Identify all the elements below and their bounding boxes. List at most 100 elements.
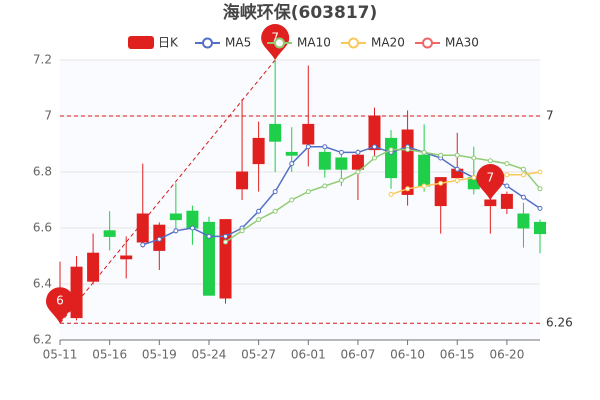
ma-point <box>189 225 195 231</box>
x-tick-label: 06-15 <box>440 348 475 362</box>
y-tick-label: 6.6 <box>33 221 52 235</box>
ma-point <box>355 149 361 155</box>
ma-point <box>537 186 543 192</box>
ma-point <box>388 147 394 153</box>
ma-point <box>272 189 278 195</box>
ma-point <box>454 177 460 183</box>
ma-point <box>289 161 295 167</box>
ma-point <box>272 208 278 214</box>
mark-pin-label: 7 <box>487 171 495 185</box>
candle-body <box>120 255 133 260</box>
mark-line-label: 7 <box>546 109 554 123</box>
y-tick-label: 6.2 <box>33 333 52 347</box>
ma-point <box>223 239 229 245</box>
candle-body <box>87 252 100 282</box>
mark-pin-label: 6 <box>56 294 64 308</box>
candle-body <box>70 266 83 319</box>
ma-point <box>504 183 510 189</box>
candle-body <box>186 210 199 229</box>
y-tick-label: 6.8 <box>33 165 52 179</box>
ma-line <box>390 171 541 196</box>
ma-point <box>371 144 377 150</box>
candle-body <box>269 123 282 142</box>
y-tick-label: 7.2 <box>33 53 52 67</box>
x-tick-label: 05-11 <box>43 348 78 362</box>
mark-pin <box>46 287 74 324</box>
mark-pin-label: 7 <box>271 31 279 45</box>
candle-body <box>351 154 364 170</box>
x-tick-label: 05-16 <box>92 348 127 362</box>
candle-body <box>285 151 298 156</box>
ma-point <box>206 233 212 239</box>
candle-body <box>103 230 116 237</box>
ma-point <box>289 197 295 203</box>
x-tick-label: 06-20 <box>489 348 524 362</box>
ma-point <box>322 183 328 189</box>
ma-point <box>438 152 444 158</box>
candle-body <box>517 213 530 229</box>
legend-icon <box>422 37 433 49</box>
ma-point <box>156 236 162 242</box>
ma-point <box>388 191 394 197</box>
mark-pin <box>476 164 505 200</box>
candle-body <box>368 115 381 151</box>
x-tick-label: 05-24 <box>192 348 227 362</box>
ma-point <box>504 172 510 178</box>
ma-point <box>355 169 361 175</box>
x-tick-label: 05-27 <box>241 348 276 362</box>
legend-label: MA30 <box>445 36 479 50</box>
ma-point <box>454 166 460 172</box>
y-tick-label: 6.4 <box>33 277 52 291</box>
ma-point <box>173 228 179 234</box>
candle-body <box>252 137 265 165</box>
ma-point <box>371 155 377 161</box>
chart-title: 海峡环保(603817) <box>223 2 378 23</box>
ma-point <box>322 144 328 150</box>
candle-body <box>302 123 315 145</box>
legend-icon <box>348 37 359 49</box>
ma-point <box>504 161 510 167</box>
ma-line <box>225 148 541 243</box>
candle-body <box>202 221 215 296</box>
candle-body <box>318 151 331 170</box>
x-tick-label: 06-01 <box>291 348 326 362</box>
y-tick-label: 7 <box>44 109 52 123</box>
ma-point <box>223 233 229 239</box>
x-tick-label: 06-10 <box>390 348 425 362</box>
candle-body <box>500 193 513 209</box>
ma-point <box>471 175 477 181</box>
legend-icon <box>202 37 213 49</box>
ma-point <box>140 242 146 248</box>
legend-icon <box>128 36 154 49</box>
candle-body <box>385 137 398 179</box>
ma-point <box>438 180 444 186</box>
ma-point <box>421 149 427 155</box>
ma-point <box>338 149 344 155</box>
ma-point <box>338 177 344 183</box>
legend-label: MA10 <box>297 36 331 50</box>
mark-line-label: 6.26 <box>546 316 573 330</box>
ma-point <box>537 205 543 211</box>
ma-point <box>454 152 460 158</box>
ma-point <box>305 144 311 150</box>
ma-point <box>405 147 411 153</box>
candle-body <box>236 171 249 190</box>
ma-point <box>537 169 543 175</box>
candle-body <box>169 213 182 221</box>
ma-point <box>305 189 311 195</box>
legend-label: MA5 <box>225 36 251 50</box>
ma-point <box>405 186 411 192</box>
candle-body <box>484 199 497 207</box>
candle-body <box>136 213 149 243</box>
x-tick-label: 05-19 <box>142 348 177 362</box>
legend-label: 日K <box>158 36 179 50</box>
ma-point <box>520 166 526 172</box>
ma-point <box>487 158 493 164</box>
candle-body <box>434 177 447 207</box>
candle-body <box>418 154 431 187</box>
ma-point <box>239 228 245 234</box>
ma-point <box>256 217 262 223</box>
candle-body <box>335 157 348 170</box>
x-tick-label: 06-07 <box>340 348 375 362</box>
